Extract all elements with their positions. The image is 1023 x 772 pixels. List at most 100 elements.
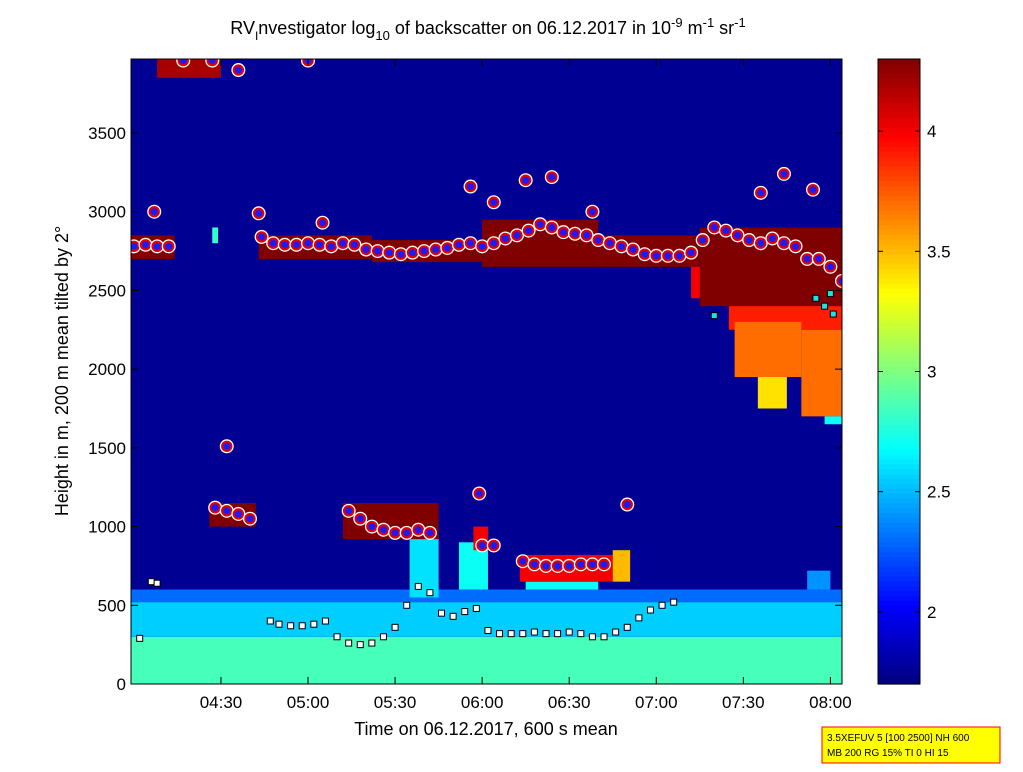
- colorbar-cell: [878, 366, 920, 373]
- colorbar-cell: [878, 210, 920, 216]
- colorbar-cell: [878, 444, 920, 451]
- cloud-marker: [546, 171, 558, 183]
- backscatter-cell: [824, 416, 842, 425]
- colorbar-cell: [878, 278, 920, 285]
- colorbar-cell: [878, 117, 920, 124]
- colorbar-cell: [878, 293, 920, 299]
- cloud-marker: [697, 234, 709, 246]
- backscatter-cell: [734, 321, 802, 378]
- colorbar-cell: [878, 483, 920, 490]
- square-marker: [635, 614, 643, 622]
- colorbar-cell: [878, 400, 920, 407]
- colorbar-tick-label: 2.5: [927, 483, 951, 502]
- colorbar-cell: [878, 229, 920, 236]
- cloud-marker: [464, 237, 477, 249]
- cloud-marker: [366, 520, 378, 533]
- square-marker: [438, 609, 446, 617]
- colorbar-cell: [878, 127, 920, 133]
- colorbar-cell: [878, 381, 920, 387]
- cloud-marker: [638, 248, 651, 260]
- cloud-marker: [464, 180, 477, 193]
- colorbar-cell: [878, 581, 920, 587]
- square-marker: [321, 617, 329, 625]
- square-marker: [670, 598, 678, 606]
- cloud-marker: [360, 243, 372, 256]
- colorbar-cell: [878, 102, 920, 109]
- colorbar-tick-label: 2: [927, 603, 936, 622]
- square-marker: [600, 633, 608, 641]
- colorbar-cell: [878, 527, 920, 534]
- backscatter-cell: [409, 534, 439, 598]
- cloud-marker: [824, 261, 837, 273]
- annotation-line: 3.5XEFUV 5 [100 2500] NH 600: [827, 733, 970, 744]
- cloud-marker: [540, 560, 552, 572]
- y-tick-label: 2500: [88, 281, 126, 300]
- cloud-marker: [255, 231, 268, 243]
- cloud-marker: [836, 275, 842, 287]
- colorbar-cell: [878, 283, 920, 290]
- cloud-marker: [377, 524, 390, 536]
- plot-frame: [130, 58, 843, 685]
- cloud-marker: [441, 242, 454, 254]
- cloud-marker: [586, 206, 599, 218]
- colorbar-cell: [878, 259, 920, 265]
- y-tick-label: 1000: [88, 518, 126, 537]
- colorbar-cell: [878, 469, 920, 475]
- square-marker: [507, 630, 515, 638]
- colorbar-cell: [878, 669, 920, 675]
- cloud-marker: [267, 237, 279, 249]
- colorbar-cell: [878, 107, 920, 114]
- square-marker: [484, 626, 492, 634]
- colorbar-cell: [878, 605, 920, 612]
- colorbar-cell: [878, 200, 920, 207]
- colorbar-cell: [878, 137, 920, 143]
- colorbar-cell: [878, 376, 920, 382]
- colorbar-cell: [878, 493, 920, 500]
- colorbar-cell: [878, 600, 920, 607]
- square-marker: [821, 302, 829, 310]
- x-tick-label: 07:00: [635, 693, 678, 712]
- square-marker: [472, 604, 480, 612]
- cloud-marker: [177, 59, 189, 67]
- y-tick-label: 3000: [88, 203, 126, 222]
- square-marker: [153, 579, 161, 587]
- cloud-marker: [488, 196, 500, 208]
- cloud-marker: [325, 240, 337, 253]
- cloud-marker: [569, 228, 581, 240]
- colorbar-cell: [878, 332, 920, 338]
- colorbar-cell: [878, 547, 920, 553]
- colorbar-cell: [878, 434, 920, 441]
- title-part: -9: [671, 15, 683, 30]
- colorbar-cell: [878, 171, 920, 177]
- cloud-marker: [789, 240, 802, 253]
- cloud-marker: [232, 508, 245, 520]
- cloud-marker: [499, 232, 512, 245]
- colorbar-cell: [878, 73, 920, 80]
- colorbar-cell: [878, 244, 920, 251]
- cloud-marker: [221, 505, 233, 517]
- colorbar-tick-label: 3: [927, 363, 936, 382]
- x-tick-label: 06:30: [548, 693, 591, 712]
- colorbar-cell: [878, 347, 920, 353]
- cloud-marker: [337, 237, 349, 249]
- colorbar-cell: [878, 625, 920, 631]
- square-marker: [136, 634, 144, 642]
- cloud-marker: [778, 237, 790, 249]
- cloud-marker: [673, 250, 686, 262]
- title-part: -1: [703, 15, 715, 30]
- square-marker: [414, 582, 422, 590]
- cloud-marker: [551, 560, 564, 572]
- cloud-marker: [476, 240, 488, 253]
- cloud-marker: [424, 527, 436, 539]
- cloud-marker: [371, 245, 384, 257]
- colorbar-cell: [878, 268, 920, 275]
- cloud-marker: [418, 245, 430, 257]
- colorbar-cell: [878, 185, 920, 192]
- square-marker: [287, 622, 295, 630]
- y-tick-label: 3500: [88, 124, 126, 143]
- cloud-marker: [813, 253, 825, 265]
- x-tick-label: 05:00: [287, 693, 330, 712]
- colorbar-cell: [878, 249, 920, 255]
- colorbar-cell: [878, 566, 920, 573]
